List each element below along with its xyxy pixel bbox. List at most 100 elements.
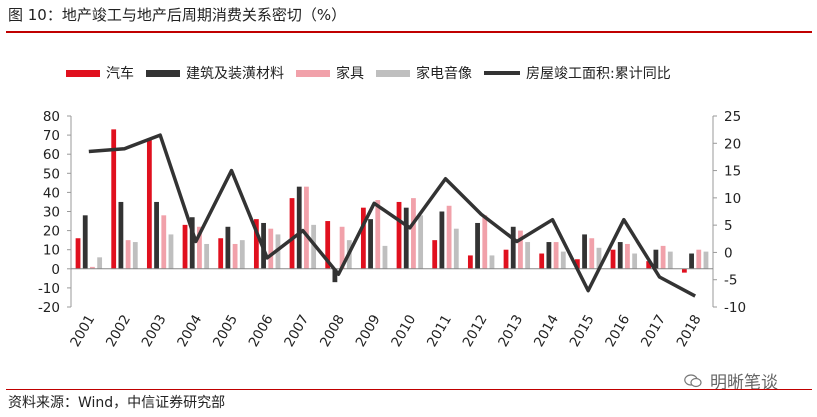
bar-家电音像-2014 [560,251,566,269]
bar-建筑及装潢材料-2016 [617,242,623,269]
bar-汽车-2014 [539,253,545,269]
legend-label-jiadian: 家电音像 [416,66,472,82]
right-axis-tick-label: 25 [724,109,741,125]
x-axis-tick-label: 2007 [281,312,312,350]
x-axis-tick-label: 2017 [638,312,669,350]
right-axis-tick-label: 10 [724,191,741,207]
x-axis-tick-label: 2001 [67,312,98,350]
x-axis-tick-label: 2004 [174,312,205,350]
bar-建筑及装潢材料-2007 [296,186,302,269]
bar-汽车-2001 [75,238,81,269]
bar-汽车-2006 [253,219,259,269]
bar-汽车-2008 [325,221,331,269]
x-axis-tick-label: 2005 [210,312,241,350]
bar-家具-2010 [411,198,416,269]
legend-label-jungong: 房屋竣工面积:累计同比 [526,66,671,82]
bar-建筑及装潢材料-2017 [653,249,659,269]
bar-汽车-2005 [218,238,224,269]
bar-建筑及装潢材料-2015 [582,234,587,269]
bar-汽车-2003 [146,138,152,269]
bar-家具-2005 [232,243,238,269]
x-axis-tick-label: 2009 [353,312,384,350]
line-series-jungong [88,133,696,298]
bar-家电音像-2002 [132,242,138,269]
x-axis-tick-label: 2003 [139,312,170,350]
bar-建筑及装潢材料-2011 [439,211,445,269]
bar-建筑及装潢材料-2008 [332,268,338,283]
bar-家具-2008 [339,226,345,269]
bar-汽车-2004 [182,224,188,269]
title-divider [6,31,812,33]
right-axis-tick-label: 5 [724,218,733,234]
watermark: 明晰笔谈 [684,368,778,393]
left-axis-tick-label: 70 [43,128,60,144]
bar-家具-2017 [660,245,666,269]
bar-家具-2015 [589,238,595,269]
right-axis-tick-label: 20 [724,136,741,152]
left-axis-tick-label: 50 [43,166,60,182]
x-axis-tick-label: 2008 [317,312,348,350]
bar-建筑及装潢材料-2001 [82,215,88,269]
bar-建筑及装潢材料-2002 [118,201,124,269]
bar-建筑及装潢材料-2013 [510,226,516,269]
bar-家电音像-2007 [311,224,317,269]
bar-家电音像-2013 [525,242,531,269]
left-axis-tick-label: -10 [38,281,60,297]
bar-家具-2003 [161,215,167,269]
legend-item-jiaju: 家具 [296,63,364,83]
watermark-label: 明晰笔谈 [710,373,778,393]
left-axis-tick-label: -20 [38,300,60,316]
right-axis-tick-label: 15 [724,164,741,180]
x-axis-tick-label: 2016 [602,312,633,350]
bar-家具-2014 [553,242,559,269]
bar-家电音像-2015 [596,247,602,269]
bar-建筑及装潢材料-2003 [154,201,159,269]
footer-divider [6,389,812,390]
legend-item-jianzhu: 建筑及装潢材料 [146,63,284,83]
right-axis-tick-label: -5 [724,273,737,289]
x-axis-tick-label: 2011 [424,312,455,350]
bar-家电音像-2004 [204,243,210,269]
bar-家具-2011 [446,205,452,269]
bar-建筑及装潢材料-2010 [403,207,409,269]
chart-title: 图 10：地产竣工与地产后周期消费关系密切（%） [8,6,347,24]
bar-家电音像-2009 [382,245,388,269]
bar-汽车-2017 [646,261,652,269]
bar-汽车-2010 [396,201,402,269]
bar-家具-2002 [125,240,131,269]
bar-家电音像-2001 [97,257,103,269]
bar-建筑及装潢材料-2009 [368,219,373,269]
bar-家具-2007 [304,186,309,269]
bar-家具-2018 [696,249,702,269]
bar-家具-2016 [625,243,630,269]
bar-汽车-2009 [360,207,366,269]
bar-汽车-2002 [111,129,117,269]
left-axis-tick-label: 80 [43,109,60,125]
bar-建筑及装潢材料-2004 [189,217,195,269]
bar-汽车-2015 [574,259,580,269]
x-axis-tick-label: 2006 [246,312,277,350]
x-axis-tick-label: 2010 [388,312,419,350]
left-axis-tick-label: 60 [43,147,60,163]
bar-家电音像-2010 [418,215,424,269]
left-axis-tick-label: 40 [43,185,60,201]
bar-汽车-2013 [503,249,509,269]
legend-swatch-qiche [66,69,100,77]
legend-swatch-jianzhu [146,69,180,77]
x-axis-tick-label: 2014 [531,312,562,350]
bar-家具-2009 [375,200,381,269]
right-axis-tick-label: 0 [724,245,733,261]
bar-家电音像-2003 [168,234,174,269]
bar-家具-2012 [482,215,488,269]
legend-swatch-jiadian [376,69,410,77]
bar-家电音像-2018 [703,251,709,269]
legend-item-qiche: 汽车 [66,63,134,83]
bar-汽车-2011 [432,240,438,269]
legend-label-jianzhu: 建筑及装潢材料 [186,66,284,82]
bar-家电音像-2012 [489,255,495,269]
x-axis-tick-label: 2018 [674,312,705,350]
bar-建筑及装潢材料-2012 [475,222,480,269]
bar-家具-2006 [268,228,274,269]
bar-汽车-2007 [289,198,295,269]
legend-swatch-jungong [484,71,520,75]
